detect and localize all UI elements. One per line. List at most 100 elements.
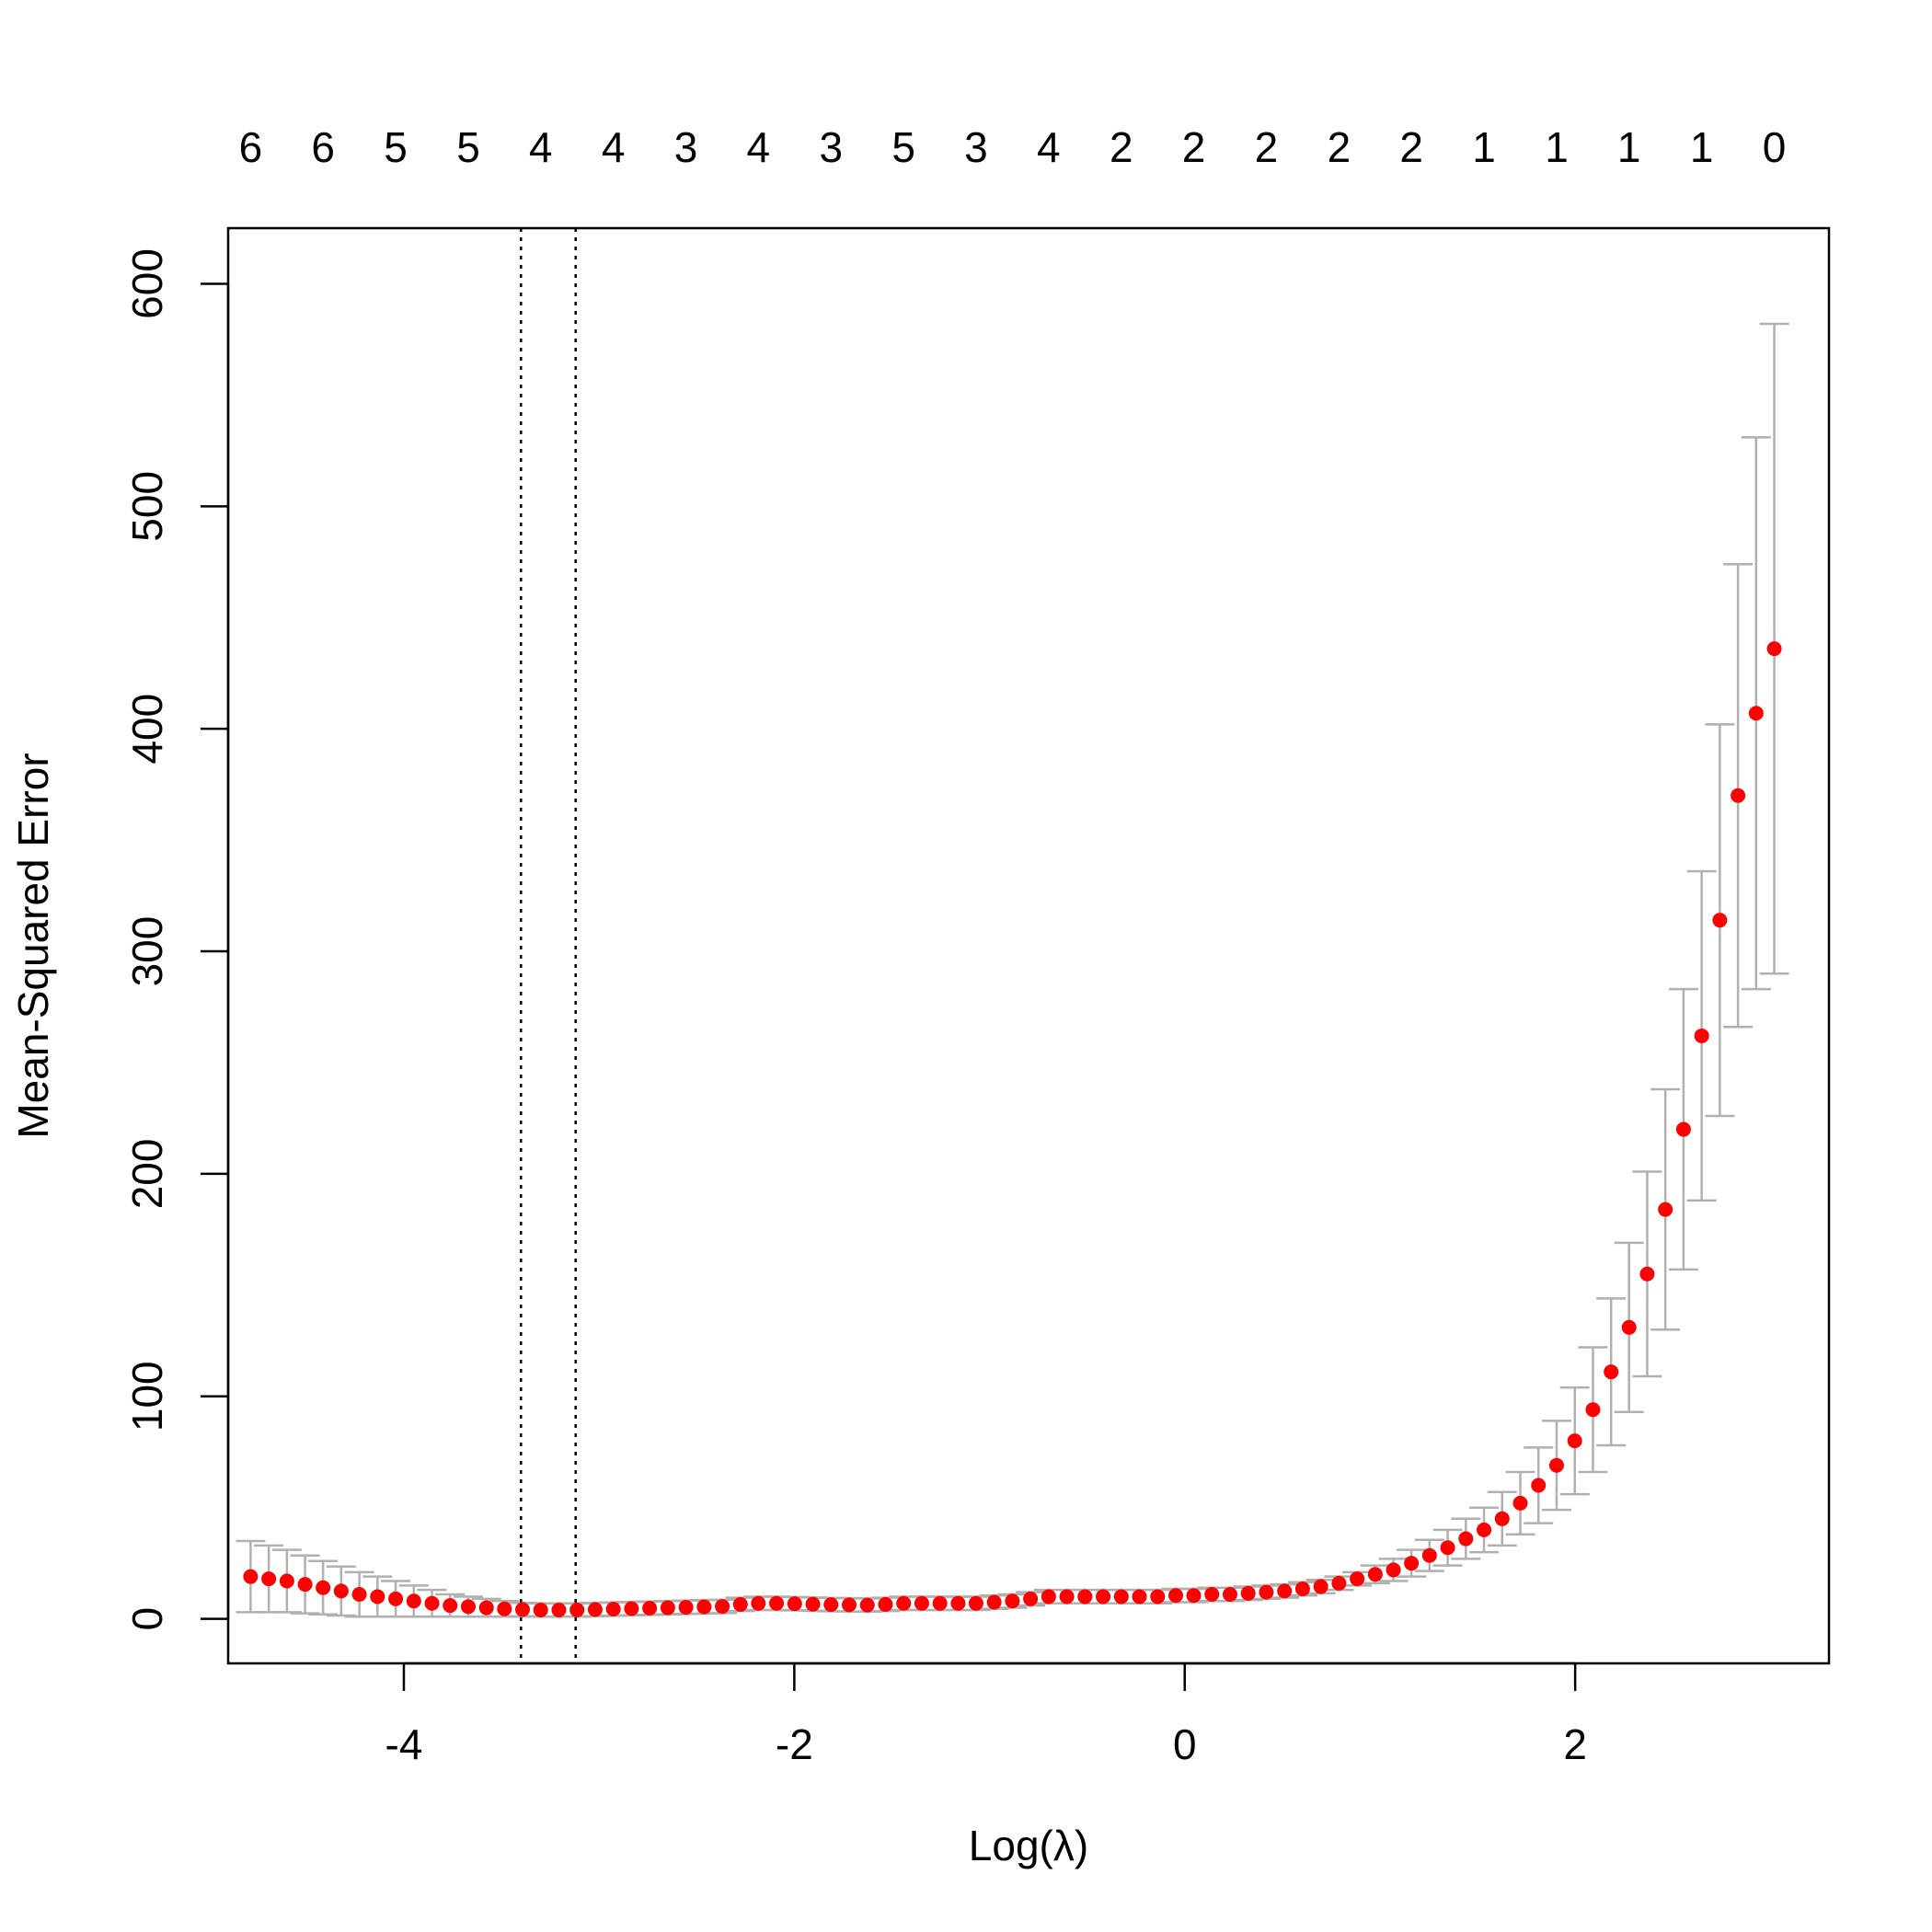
data-point: [1731, 788, 1746, 803]
data-point: [1023, 1591, 1039, 1606]
data-point: [1331, 1575, 1347, 1591]
data-point: [316, 1580, 331, 1595]
data-point: [660, 1600, 675, 1616]
data-point: [769, 1595, 785, 1611]
top-tick-label: 5: [891, 123, 915, 171]
data-point: [1675, 1121, 1691, 1137]
top-tick-label: 3: [964, 123, 988, 171]
data-point: [1404, 1556, 1420, 1571]
data-point: [1512, 1495, 1528, 1511]
data-point: [1766, 641, 1782, 657]
data-point: [787, 1596, 802, 1612]
data-point: [1277, 1583, 1293, 1599]
data-point: [1658, 1202, 1673, 1217]
data-point: [1167, 1588, 1183, 1604]
top-tick-label: 1: [1545, 123, 1569, 171]
y-tick-label: 600: [123, 248, 171, 319]
data-point: [1567, 1433, 1582, 1449]
data-point: [1350, 1571, 1365, 1587]
data-point: [569, 1602, 585, 1617]
data-point: [1712, 913, 1728, 928]
data-point: [443, 1598, 458, 1614]
data-point: [587, 1602, 603, 1617]
data-point: [461, 1599, 476, 1615]
data-point: [1222, 1587, 1237, 1603]
data-point: [279, 1573, 294, 1589]
data-point: [950, 1595, 966, 1611]
top-tick-label: 1: [1690, 123, 1714, 171]
data-point: [914, 1595, 929, 1611]
data-point: [1113, 1589, 1129, 1604]
data-point: [1548, 1457, 1564, 1473]
y-tick-label: 100: [123, 1361, 171, 1432]
data-point: [1604, 1364, 1619, 1380]
data-point: [1294, 1581, 1310, 1596]
data-point: [370, 1589, 385, 1604]
data-point: [715, 1599, 730, 1615]
data-point: [1077, 1589, 1093, 1604]
data-point: [859, 1597, 875, 1613]
x-axis: -4 -2 0 2: [385, 1662, 1587, 1768]
data-point: [1150, 1589, 1166, 1604]
data-point: [1477, 1522, 1492, 1537]
top-tick-label: 2: [1182, 123, 1206, 171]
data-point: [1421, 1547, 1437, 1563]
data-point: [261, 1571, 277, 1587]
top-tick-label: 3: [819, 123, 843, 171]
data-point: [1639, 1266, 1655, 1282]
top-tick-label: 5: [384, 123, 408, 171]
x-axis-label: Log(λ): [969, 1822, 1088, 1869]
y-axis: 0 100 200 300 400 500 600: [123, 248, 230, 1631]
data-point: [751, 1595, 766, 1611]
data-point: [732, 1596, 748, 1612]
x-tick-label: 2: [1563, 1720, 1587, 1768]
top-tick-label: 2: [1110, 123, 1133, 171]
top-tick-label: 6: [239, 123, 263, 171]
top-tick-label: 2: [1399, 123, 1423, 171]
y-tick-label: 0: [123, 1607, 171, 1631]
data-point: [1440, 1540, 1455, 1556]
data-point: [478, 1600, 494, 1616]
y-axis-label: Mean-Squared Error: [9, 753, 57, 1138]
plot-frame: [226, 226, 1831, 1665]
data-point: [333, 1583, 349, 1599]
data-point: [605, 1601, 621, 1616]
data-point: [424, 1595, 440, 1611]
top-tick-label: 1: [1472, 123, 1496, 171]
data-point: [624, 1601, 639, 1616]
data-point: [1494, 1511, 1510, 1526]
data-point: [1204, 1587, 1220, 1603]
data-point: [1694, 1028, 1709, 1043]
top-tick-label: 4: [747, 123, 771, 171]
data-point: [1386, 1562, 1401, 1578]
data-point: [1041, 1589, 1056, 1604]
data-point: [841, 1597, 857, 1613]
data-point: [1186, 1588, 1202, 1604]
data-point: [678, 1600, 694, 1616]
data-point: [896, 1595, 912, 1611]
top-tick-label: 4: [602, 123, 626, 171]
y-tick-label: 500: [123, 471, 171, 542]
data-point: [986, 1594, 1002, 1610]
lambda-lines: [520, 228, 577, 1663]
data-point: [551, 1602, 567, 1617]
data-point: [351, 1587, 367, 1603]
top-tick-label: 4: [1037, 123, 1061, 171]
data-point: [406, 1593, 421, 1609]
top-tick-label: 2: [1255, 123, 1279, 171]
data-point: [1367, 1567, 1383, 1582]
data-point: [243, 1569, 259, 1584]
top-tick-label: 5: [456, 123, 480, 171]
data-point: [642, 1601, 658, 1616]
data-point: [1240, 1585, 1256, 1601]
y-tick-label: 300: [123, 916, 171, 987]
data-point: [1132, 1589, 1147, 1604]
error-bars: [236, 322, 1789, 1618]
data-point: [297, 1577, 313, 1593]
top-tick-label: 0: [1763, 123, 1787, 171]
data-point: [1313, 1579, 1328, 1594]
top-tick-label: 6: [311, 123, 335, 171]
data-points: [243, 641, 1782, 1617]
data-point: [497, 1601, 512, 1616]
